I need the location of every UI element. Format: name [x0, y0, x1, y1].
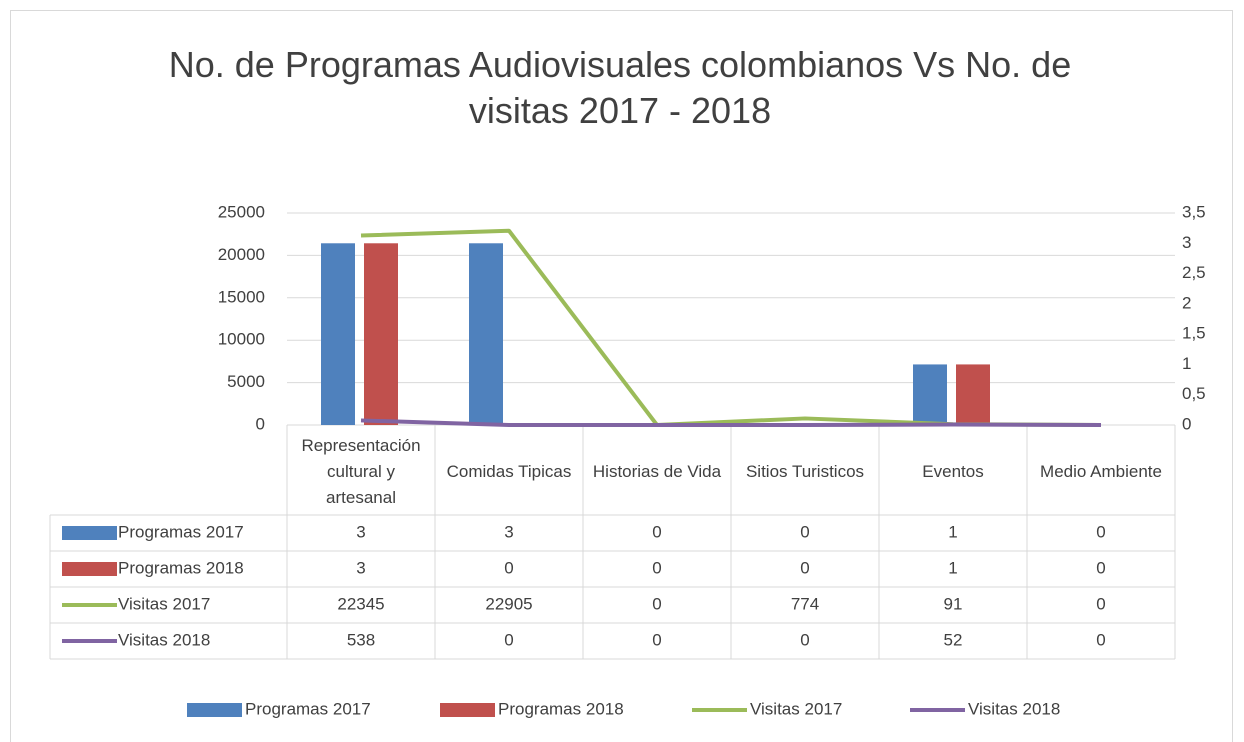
legend-label: Visitas 2018 [968, 699, 1060, 718]
table-series-name: Visitas 2018 [118, 630, 210, 649]
table-cell: 0 [1096, 558, 1105, 577]
y2-tick-label: 1,5 [1182, 324, 1206, 343]
chart-border [10, 10, 1233, 742]
chart-title: No. de Programas Audiovisuales colombian… [168, 44, 1072, 131]
table-cell: 22345 [337, 594, 384, 613]
legend-key [440, 703, 495, 717]
y-tick-label: 20000 [218, 245, 265, 264]
y2-tick-label: 0,5 [1182, 384, 1206, 403]
y2-tick-label: 3 [1182, 233, 1191, 252]
y-tick-label: 25000 [218, 202, 265, 221]
table-cell: 0 [504, 558, 513, 577]
table-cell: 0 [800, 630, 809, 649]
table-cell: 52 [944, 630, 963, 649]
table-cell: 1 [948, 558, 957, 577]
x-tick-label: Representación cultural y artesanal [301, 436, 421, 507]
legend-label: Programas 2018 [498, 699, 624, 718]
table-series-name: Programas 2018 [118, 558, 244, 577]
x-tick-label: Eventos [922, 462, 984, 481]
table-cell: 0 [652, 558, 661, 577]
table-cell: 0 [652, 594, 661, 613]
y-tick-label: 10000 [218, 330, 265, 349]
table-cell: 0 [504, 630, 513, 649]
table-cell: 3 [356, 522, 365, 541]
bar [364, 243, 398, 425]
table-cell: 0 [652, 630, 661, 649]
y-tick-label: 0 [256, 414, 265, 433]
table-cell: 22905 [485, 594, 532, 613]
y-tick-label: 5000 [227, 372, 265, 391]
legend-key [187, 703, 242, 717]
table-cell: 3 [356, 558, 365, 577]
line [360, 418, 1102, 427]
table-series-name: Visitas 2017 [118, 594, 210, 613]
table-cell: 0 [1096, 594, 1105, 613]
legend-label: Programas 2017 [245, 699, 371, 718]
bar [469, 243, 503, 425]
table-cell: 0 [800, 558, 809, 577]
table-cell: 3 [504, 522, 513, 541]
table-series-name: Programas 2017 [118, 522, 244, 541]
x-tick-label: Historias de Vida [592, 462, 722, 481]
table-cell: 774 [791, 594, 819, 613]
y2-tick-label: 2 [1182, 293, 1191, 312]
y-tick-label: 15000 [218, 287, 265, 306]
table-cell: 538 [347, 630, 375, 649]
table-cell: 0 [1096, 630, 1105, 649]
x-tick-label: Medio Ambiente [1040, 462, 1162, 481]
y2-tick-label: 3,5 [1182, 202, 1206, 221]
y2-tick-label: 2,5 [1182, 263, 1206, 282]
table-cell: 0 [652, 522, 661, 541]
bar [321, 243, 355, 425]
table-cell: 91 [944, 594, 963, 613]
table-legend-key [62, 562, 117, 576]
bar [956, 364, 990, 425]
y2-tick-label: 1 [1182, 354, 1191, 373]
table-cell: 1 [948, 522, 957, 541]
bar [913, 364, 947, 425]
x-tick-label: Sitios Turisticos [745, 462, 865, 481]
table-cell: 0 [800, 522, 809, 541]
y2-tick-label: 0 [1182, 414, 1191, 433]
legend-label: Visitas 2017 [750, 699, 842, 718]
table-legend-key [62, 526, 117, 540]
x-tick-label: Comidas Tipicas [446, 462, 572, 481]
table-cell: 0 [1096, 522, 1105, 541]
